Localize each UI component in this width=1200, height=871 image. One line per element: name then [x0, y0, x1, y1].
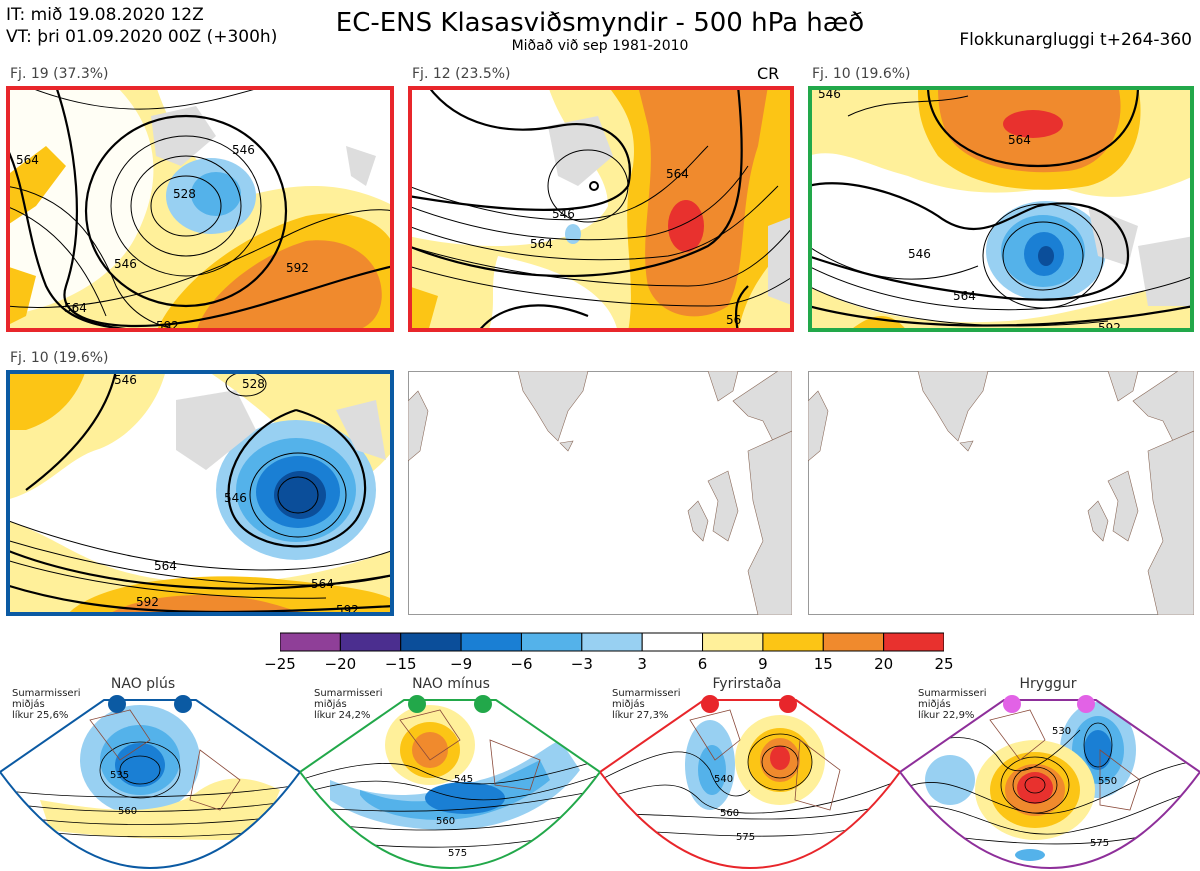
regime-info-1: Sumarmisseri miðjás líkur 25,6% — [12, 688, 81, 721]
cluster-map-1: 528 546 546 564 564 592 592 — [6, 86, 394, 332]
colorbar-segment — [280, 632, 341, 652]
contour-label: 56 — [726, 313, 741, 327]
colorbar-segment — [762, 632, 824, 652]
header-info: IT: mið 19.08.2020 12Z VT: þri 01.09.202… — [6, 4, 277, 48]
cluster-map-3: 546 564 564 546 592 — [808, 86, 1194, 332]
cluster-map-4: 528 546 546 564 564 592 592 — [6, 370, 394, 616]
contour-label: 530 — [1052, 726, 1071, 737]
regime-info-4: Sumarmisseri miðjás líkur 22,9% — [918, 688, 987, 721]
contour-label: 575 — [736, 832, 755, 843]
contour-label: 564 — [16, 153, 39, 167]
colorbar-segment — [822, 632, 885, 652]
page-title: EC-ENS Klasasviðsmyndir - 500 hPa hæð — [335, 8, 865, 38]
colorbar-segment — [400, 632, 462, 652]
colorbar-tick-label: −20 — [324, 655, 357, 673]
contour-label: 546 — [818, 87, 841, 101]
empty-map-5 — [408, 371, 792, 615]
panel-4-label: Fj. 10 (19.6%) — [10, 350, 109, 366]
contour-label: 564 — [64, 301, 87, 315]
colorbar-segment — [581, 632, 643, 652]
contour-label: 560 — [436, 816, 455, 827]
contour-label: 545 — [454, 774, 473, 785]
contour-label: 550 — [1098, 776, 1117, 787]
contour-label: 575 — [448, 848, 467, 859]
contour-label: 546 — [908, 247, 931, 261]
panel-2-label: Fj. 12 (23.5%) — [412, 66, 511, 82]
colorbar-tick-label: −9 — [450, 655, 473, 673]
contour-label: 575 — [1090, 838, 1109, 849]
regime-info-2: Sumarmisseri miðjás líkur 24,2% — [314, 688, 383, 721]
colorbar-tick-label: 20 — [874, 655, 894, 673]
colorbar-tick-label: 3 — [637, 655, 647, 673]
colorbar-tick-label: −3 — [570, 655, 593, 673]
colorbar-tick-label: 6 — [697, 655, 708, 673]
contour-label: 564 — [1008, 133, 1031, 147]
regime-map-nao-plus: 535 560 — [0, 690, 300, 871]
contour-label: 546 — [114, 373, 137, 387]
empty-map-6 — [808, 371, 1194, 615]
regime-map-ridge: 530 550 575 — [900, 690, 1200, 871]
cluster-map-2: 546 564 564 56 — [408, 86, 794, 332]
contour-label: 592 — [286, 261, 309, 275]
regime-title-nao-plus: NAO plús — [110, 676, 176, 692]
regime-title-nao-minus: NAO mínus — [412, 676, 490, 692]
classification-window: Flokkunargluggi t+264-360 — [959, 30, 1192, 50]
contour-label: 564 — [311, 577, 334, 591]
colorbar-tick-label: −6 — [510, 655, 533, 673]
colorbar-segment — [641, 632, 704, 652]
colorbar — [280, 632, 944, 652]
contour-label: 560 — [720, 808, 739, 819]
page-subtitle: Miðað við sep 1981-2010 — [511, 38, 689, 54]
panel-1-label: Fj. 19 (37.3%) — [10, 66, 109, 82]
regime-title-blocking: Fyrirstaða — [712, 676, 782, 692]
colorbar-segment — [520, 632, 583, 652]
contour-label: 560 — [118, 806, 137, 817]
contour-label: 546 — [552, 207, 575, 221]
contour-label: 540 — [714, 774, 733, 785]
contour-label: 592 — [1098, 321, 1121, 332]
colorbar-tick-label: −15 — [384, 655, 417, 673]
colorbar-tick-label: 25 — [934, 655, 954, 673]
panel-3-label: Fj. 10 (19.6%) — [812, 66, 911, 82]
colorbar-segment — [883, 632, 944, 652]
colorbar-segment — [460, 632, 522, 652]
regime-map-nao-minus: 545 560 575 — [300, 690, 600, 871]
contour-label: 528 — [242, 377, 265, 391]
contour-label: 564 — [666, 167, 689, 181]
regime-info-3: Sumarmisseri miðjás líkur 27,3% — [612, 688, 681, 721]
contour-label: 535 — [110, 770, 129, 781]
regime-map-blocking: 540 560 575 — [600, 690, 900, 871]
colorbar-tick-label: −25 — [264, 655, 296, 673]
contour-label: 546 — [224, 491, 247, 505]
regime-title-ridge: Hryggur — [1019, 676, 1077, 692]
contour-label: 546 — [114, 257, 137, 271]
contour-label: 546 — [232, 143, 255, 157]
contour-label: 564 — [530, 237, 553, 251]
init-time: IT: mið 19.08.2020 12Z — [6, 5, 204, 25]
contour-label: 592 — [136, 595, 159, 609]
contour-label: 564 — [953, 289, 976, 303]
colorbar-tick-label: 9 — [758, 655, 768, 673]
colorbar-segment — [702, 632, 764, 652]
valid-time: VT: þri 01.09.2020 00Z (+300h) — [6, 27, 278, 47]
colorbar-tick-label: 15 — [813, 655, 833, 673]
contour-label: 528 — [173, 187, 196, 201]
panel-2-cr-tag: CR — [757, 64, 780, 83]
contour-label: 564 — [154, 559, 177, 573]
colorbar-segment — [339, 632, 402, 652]
